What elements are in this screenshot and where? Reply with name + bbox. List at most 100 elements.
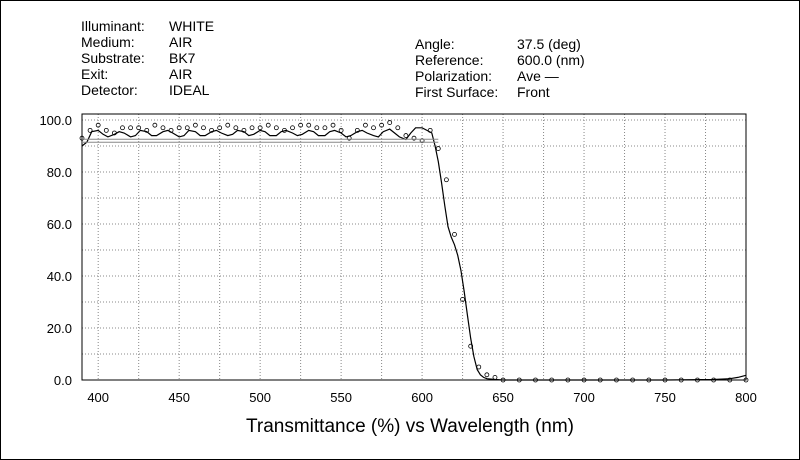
info-right-row: First Surface: Front	[415, 84, 585, 100]
reference-point	[338, 127, 344, 133]
reference-point	[79, 135, 85, 141]
x-tick-label: 650	[492, 390, 514, 405]
reference-point	[160, 125, 166, 131]
reference-point	[395, 125, 401, 131]
x-axis-title: Transmittance (%) vs Wavelength (nm)	[246, 416, 574, 437]
info-right-key: Reference:	[415, 52, 484, 68]
reference-point	[549, 377, 555, 383]
reference-point	[500, 377, 506, 383]
reference-point	[468, 343, 474, 349]
info-left: Illuminant: WHITE Medium: AIR Substrate: BK7 E…	[81, 18, 214, 98]
info-right-key: First Surface:	[415, 84, 499, 100]
reference-point	[565, 377, 571, 383]
info-left-value: BK7	[169, 50, 196, 66]
reference-point	[597, 377, 603, 383]
info-left-value: WHITE	[169, 18, 215, 34]
reference-point	[322, 125, 328, 131]
reference-point	[711, 377, 717, 383]
reference-point	[443, 177, 449, 183]
info-right-value: Ave —	[517, 68, 559, 84]
info-left-value: IDEAL	[169, 82, 210, 98]
reference-point	[103, 127, 109, 133]
reference-point	[168, 127, 174, 133]
reference-point	[87, 127, 93, 133]
reference-point	[120, 125, 125, 131]
reference-point	[249, 125, 255, 131]
reference-point	[678, 377, 684, 383]
reference-point	[306, 122, 312, 128]
reference-point	[282, 127, 287, 133]
y-tick-label: 20.0	[47, 321, 72, 336]
reference-point	[290, 125, 295, 131]
reference-point	[136, 125, 142, 131]
x-tick-labels: 400 450 500 550 600 650 700 750 800	[87, 390, 757, 405]
reference-point	[257, 125, 263, 131]
x-tick-label: 500	[249, 390, 271, 405]
reference-point	[241, 127, 247, 133]
info-left-row: Detector: IDEAL	[81, 82, 214, 98]
x-tick-label: 550	[330, 390, 352, 405]
x-tick-label: 600	[411, 390, 433, 405]
reference-point	[209, 127, 214, 133]
series-line-ave	[81, 127, 747, 381]
info-left-row: Exit: AIR	[81, 66, 214, 82]
reference-point	[363, 122, 368, 128]
info-right-row: Angle: 37.5 (deg)	[415, 36, 585, 52]
info-left-row: Illuminant: WHITE	[81, 18, 214, 34]
info-left-row: Substrate: BK7	[81, 50, 214, 66]
x-tick-label: 750	[654, 390, 676, 405]
reference-point	[484, 372, 490, 378]
x-tick-label: 450	[168, 390, 190, 405]
reference-point	[265, 122, 271, 128]
y-tick-label: 40.0	[47, 269, 72, 284]
info-right-row: Reference: 600.0 (nm)	[415, 52, 585, 68]
reference-point	[144, 127, 150, 133]
info-left-key: Detector:	[81, 82, 138, 98]
info-left-row: Medium: AIR	[81, 34, 214, 50]
reference-point	[411, 135, 417, 141]
y-tick-labels: 100.0 80.0 60.0 40.0 20.0 0.0	[39, 113, 72, 388]
reference-point	[516, 377, 522, 383]
reference-point	[346, 135, 352, 141]
reference-point	[435, 146, 441, 151]
y-tick-label: 0.0	[54, 373, 72, 388]
reference-point	[354, 127, 360, 133]
reference-point	[379, 122, 385, 128]
info-right-key: Angle:	[415, 36, 455, 52]
y-tick-label: 80.0	[47, 165, 72, 180]
reference-point	[314, 125, 320, 131]
reference-point	[695, 377, 700, 383]
x-tick-label: 400	[87, 390, 109, 405]
reference-point	[192, 122, 198, 128]
grid	[82, 114, 746, 380]
reference-point	[273, 125, 279, 131]
info-left-key: Illuminant:	[81, 18, 145, 34]
info-left-key: Substrate:	[81, 50, 145, 66]
info-right-key: Polarization:	[415, 68, 493, 84]
info-left-value: AIR	[169, 66, 193, 82]
info-left-key: Medium:	[81, 34, 135, 50]
info-right-value: Front	[517, 84, 550, 100]
info-right-value: 37.5 (deg)	[517, 36, 581, 52]
reference-point	[614, 377, 619, 383]
reference-point	[581, 377, 587, 383]
info-right: Angle: 37.5 (deg) Reference: 600.0 (nm) Pola…	[415, 36, 585, 100]
reference-point	[111, 130, 117, 136]
info-left-key: Exit:	[81, 66, 109, 82]
info-left-value: AIR	[169, 34, 193, 50]
reference-point	[233, 125, 239, 131]
reference-point	[217, 125, 223, 131]
reference-point	[646, 377, 652, 383]
reference-point	[476, 364, 482, 370]
x-tick-label: 700	[573, 390, 595, 405]
reference-point	[427, 127, 433, 133]
reference-point	[630, 377, 636, 383]
reference-point	[743, 377, 749, 383]
reference-point	[128, 125, 133, 131]
reference-point	[387, 120, 393, 125]
y-tick-label: 100.0	[39, 113, 72, 128]
reference-point	[460, 296, 465, 302]
y-tick-label: 60.0	[47, 217, 72, 232]
reference-point	[176, 125, 182, 131]
